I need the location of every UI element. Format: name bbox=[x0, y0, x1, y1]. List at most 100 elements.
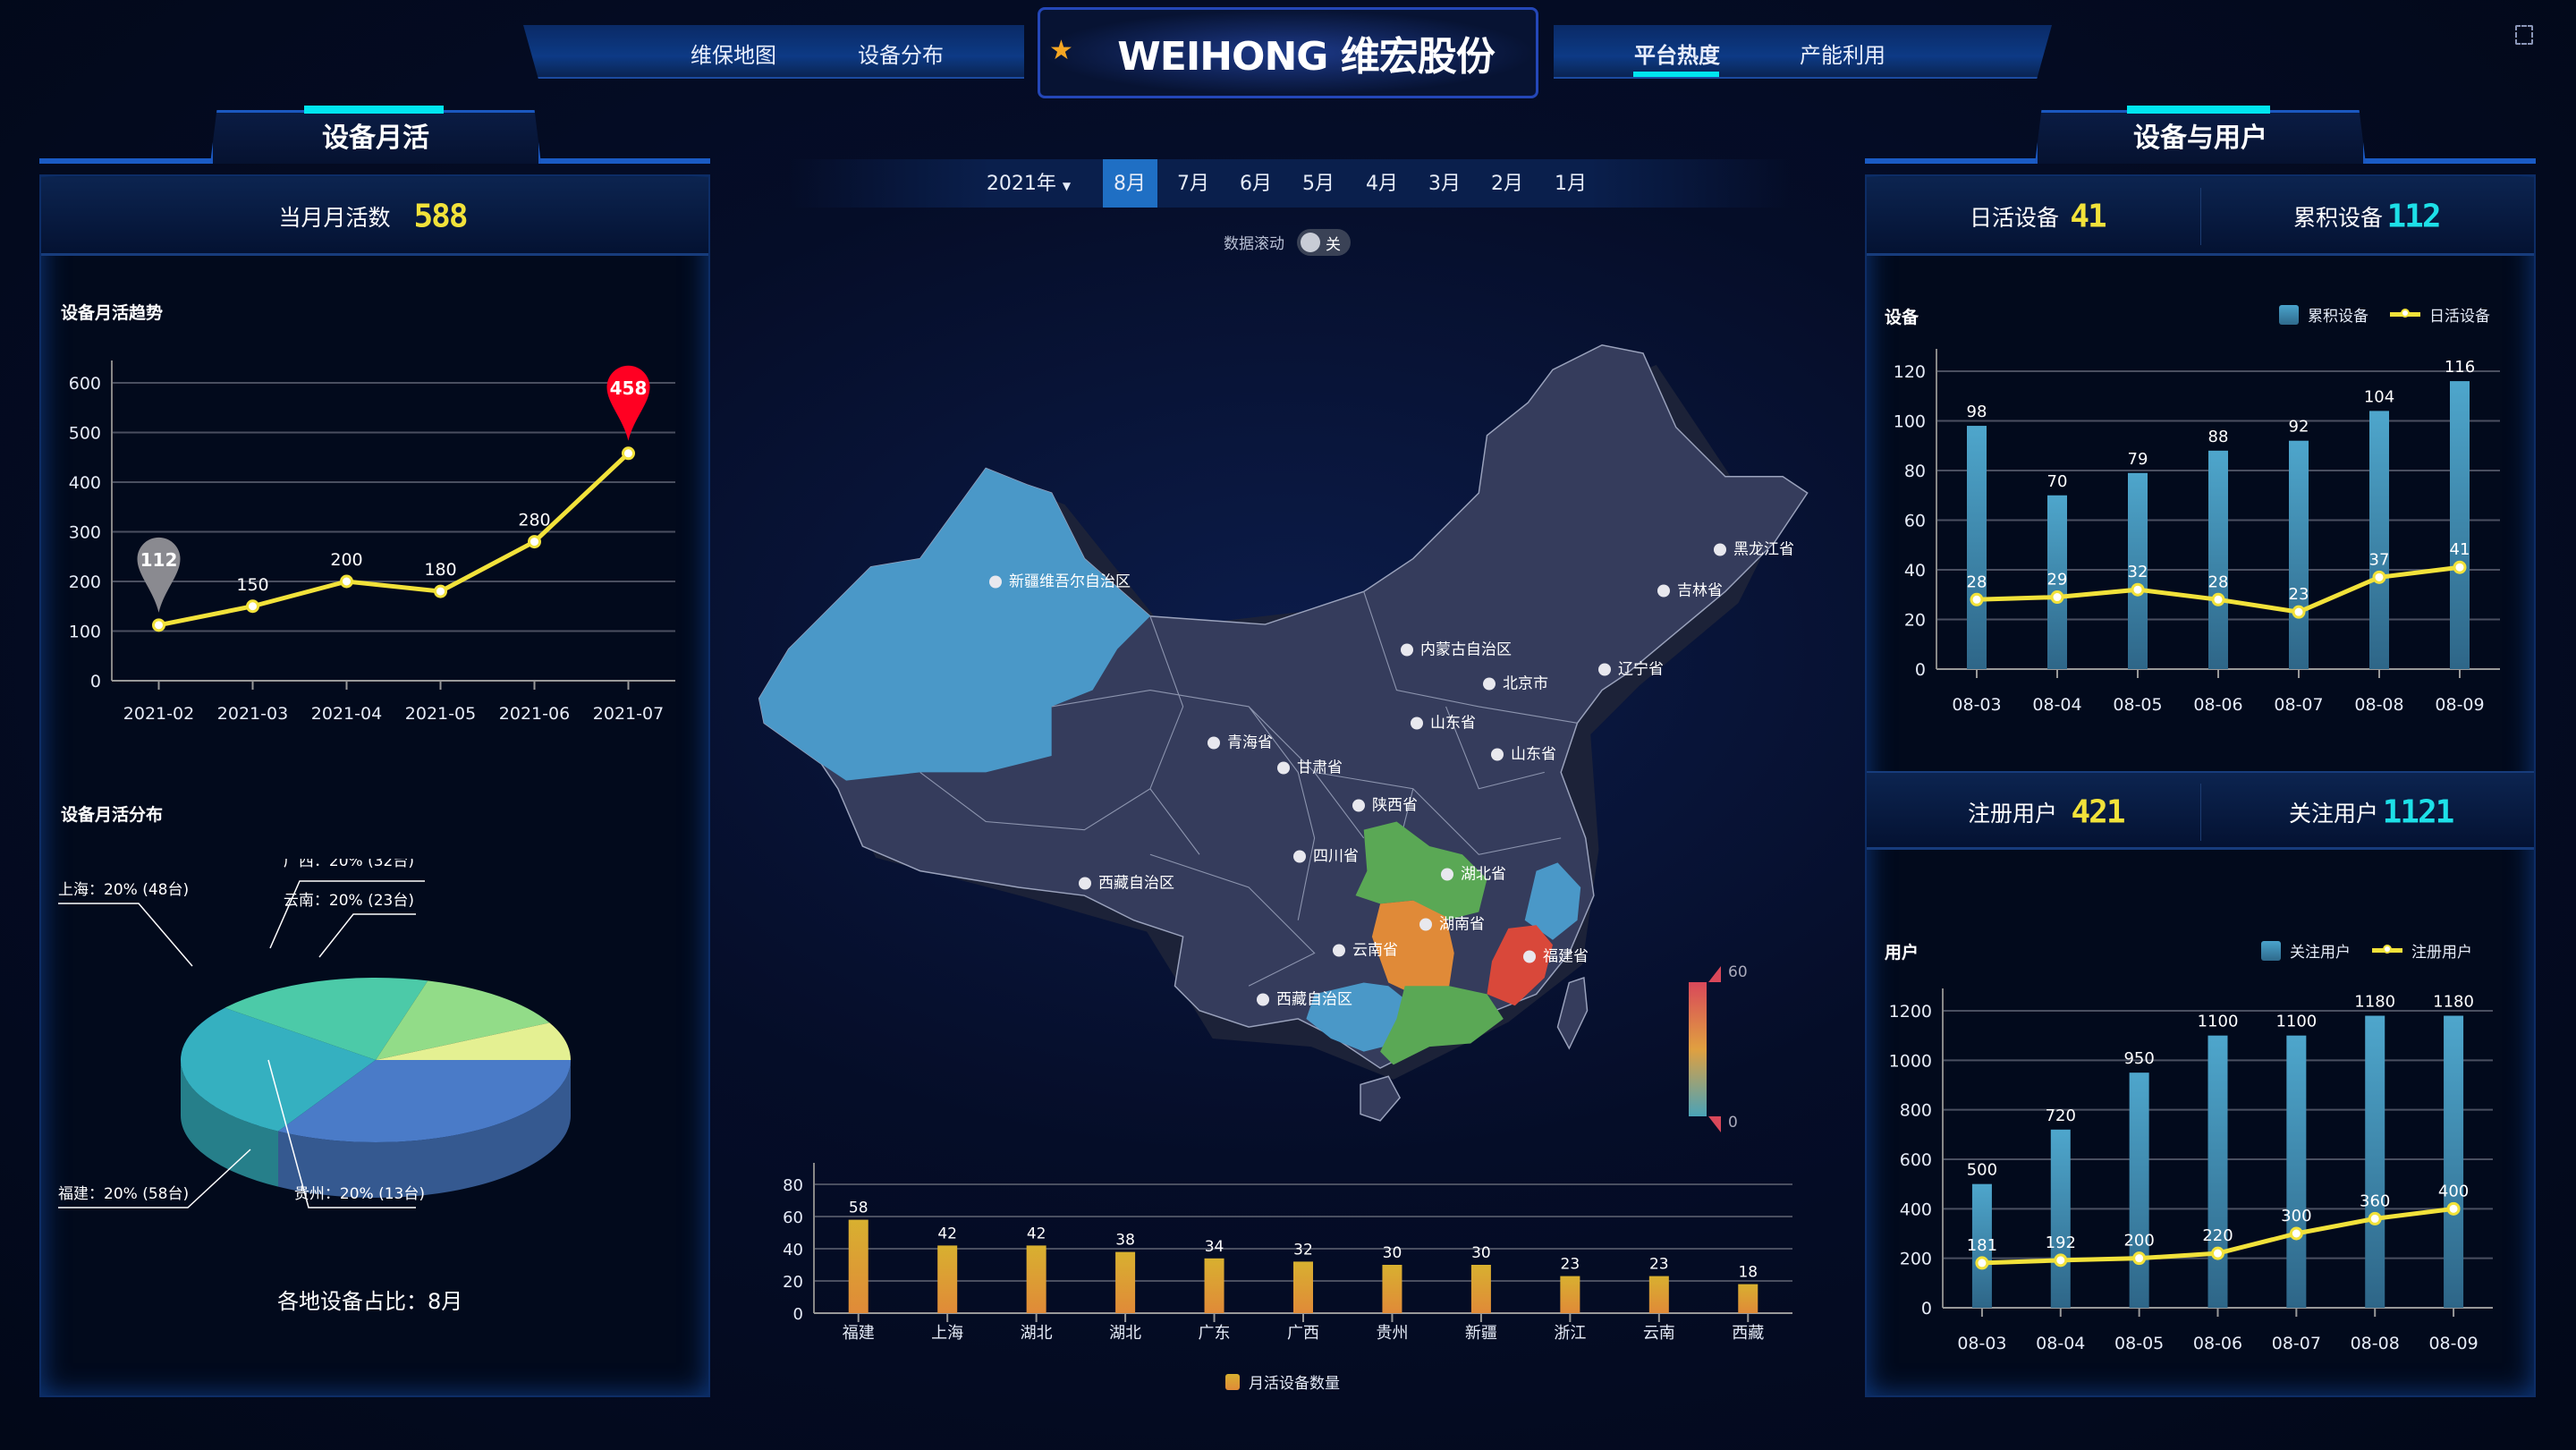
monthly-active-kpi: 当月月活数 588 bbox=[41, 177, 708, 256]
y-tick-label: 60 bbox=[783, 1208, 803, 1227]
devices-chart-title: 设备 bbox=[1885, 308, 1919, 327]
x-tick-label: 08-07 bbox=[2272, 1334, 2321, 1351]
map-label[interactable]: 甘肃省 bbox=[1277, 755, 1343, 777]
map-label[interactable]: 山东省 bbox=[1491, 742, 1556, 764]
devices-legend: 累积设备 日活设备 bbox=[2279, 303, 2490, 326]
y-tick-label: 100 bbox=[69, 623, 101, 642]
visual-map-bar[interactable] bbox=[1689, 982, 1707, 1116]
pie-label: 上海：20% (48台) bbox=[58, 881, 189, 899]
visual-map-max-handle[interactable] bbox=[1708, 966, 1721, 982]
year-select[interactable]: 2021年 ▼ bbox=[987, 161, 1071, 208]
right-title-accent bbox=[2127, 106, 2270, 114]
china-map[interactable] bbox=[751, 331, 1825, 1136]
bar bbox=[1648, 1276, 1669, 1313]
bar-label: 58 bbox=[849, 1200, 869, 1217]
map-label[interactable]: 西藏自治区 bbox=[1079, 870, 1174, 893]
region-hainan bbox=[1360, 1075, 1402, 1122]
bar-label: 104 bbox=[2364, 387, 2394, 406]
province-legend: 月活设备数量 bbox=[1225, 1370, 1340, 1393]
nav-tab-device-distribution[interactable]: 设备分布 bbox=[858, 43, 944, 68]
y-tick-label: 80 bbox=[783, 1176, 803, 1195]
series-point bbox=[2368, 1211, 2382, 1225]
pie-label-line bbox=[269, 880, 425, 949]
x-tick-label: 西藏 bbox=[1732, 1324, 1764, 1343]
right-panel-title: 设备与用户 bbox=[2035, 110, 2366, 164]
nav-tab-capacity-use[interactable]: 产能利用 bbox=[1800, 43, 1885, 68]
month-tab[interactable]: 4月 bbox=[1366, 173, 1398, 195]
trend-line bbox=[158, 451, 631, 628]
y-tick-label: 600 bbox=[1900, 1150, 1932, 1170]
bar-label: 1180 bbox=[2433, 993, 2474, 1012]
map-label[interactable]: 云南省 bbox=[1333, 937, 1398, 960]
visual-map-min-handle[interactable] bbox=[1708, 1116, 1721, 1132]
month-tab[interactable]: 3月 bbox=[1428, 173, 1461, 195]
month-tab[interactable]: 6月 bbox=[1240, 173, 1272, 195]
bar-label: 720 bbox=[2046, 1107, 2076, 1125]
bar bbox=[1560, 1276, 1580, 1313]
series-point bbox=[2050, 590, 2064, 605]
caret-down-icon: ▼ bbox=[1062, 180, 1072, 192]
month-tab[interactable]: 5月 bbox=[1302, 173, 1335, 195]
nav-tab-maintenance-map[interactable]: 维保地图 bbox=[691, 43, 776, 68]
legend-line-label: 日活设备 bbox=[2429, 308, 2490, 326]
toggle-state: 关 bbox=[1326, 236, 1341, 254]
followers-label: 关注用户 bbox=[2288, 801, 2379, 827]
x-tick-label: 08-05 bbox=[2113, 695, 2162, 715]
y-tick-label: 100 bbox=[1894, 412, 1926, 432]
map-label[interactable]: 陕西省 bbox=[1352, 793, 1418, 815]
map-label[interactable]: 吉林省 bbox=[1657, 578, 1723, 600]
pie-label-line bbox=[267, 1059, 416, 1208]
x-tick-label: 浙江 bbox=[1554, 1324, 1586, 1343]
map-label[interactable]: 青海省 bbox=[1208, 730, 1273, 752]
month-tab[interactable]: 7月 bbox=[1177, 173, 1209, 195]
users-chart-title: 用户 bbox=[1885, 943, 1919, 962]
pie-label-line bbox=[318, 913, 416, 958]
fullscreen-icon[interactable] bbox=[2515, 25, 2533, 45]
map-label[interactable]: 湖南省 bbox=[1419, 912, 1485, 934]
year-value: 2021年 bbox=[986, 173, 1056, 195]
y-tick-label: 500 bbox=[69, 424, 101, 444]
map-label[interactable]: 新疆维吾尔自治区 bbox=[989, 569, 1131, 591]
series-point bbox=[2446, 1201, 2461, 1216]
y-tick-label: 120 bbox=[1894, 362, 1926, 382]
map-label[interactable]: 山东省 bbox=[1411, 710, 1476, 733]
x-tick-label: 上海 bbox=[931, 1324, 963, 1343]
pie-label-line bbox=[58, 1149, 251, 1208]
region-hubei bbox=[1355, 821, 1487, 920]
map-label[interactable]: 北京市 bbox=[1483, 671, 1548, 693]
y-tick-label: 800 bbox=[1900, 1101, 1932, 1121]
nav-tab-platform-heat[interactable]: 平台热度 bbox=[1634, 43, 1720, 68]
map-label[interactable]: 辽宁省 bbox=[1598, 657, 1664, 679]
x-tick-label: 08-03 bbox=[1952, 695, 2001, 715]
y-tick-label: 1000 bbox=[1889, 1051, 1932, 1071]
series-point bbox=[2292, 605, 2306, 619]
bar bbox=[2207, 1035, 2228, 1308]
registered-users-label: 注册用户 bbox=[1967, 801, 2058, 827]
y-tick-label: 600 bbox=[69, 374, 101, 394]
map-label[interactable]: 内蒙古自治区 bbox=[1401, 637, 1512, 659]
y-tick-label: 60 bbox=[1904, 512, 1926, 531]
month-tab[interactable]: 2月 bbox=[1491, 173, 1523, 195]
bar bbox=[1293, 1261, 1313, 1313]
line-label: 28 bbox=[1967, 572, 1987, 591]
scroll-toggle[interactable]: 关 bbox=[1297, 229, 1351, 256]
map-label[interactable]: 四川省 bbox=[1293, 844, 1359, 866]
line-label: 23 bbox=[2289, 585, 2309, 604]
map-label[interactable]: 西藏自治区 bbox=[1257, 987, 1352, 1009]
map-label[interactable]: 黑龙江省 bbox=[1714, 537, 1794, 559]
x-tick-label: 广东 bbox=[1199, 1324, 1231, 1343]
x-tick-label: 08-04 bbox=[2036, 1334, 2085, 1351]
series-point bbox=[2054, 1253, 2068, 1268]
y-tick-label: 200 bbox=[1900, 1250, 1932, 1269]
map-label[interactable]: 福建省 bbox=[1523, 944, 1589, 966]
x-tick-label: 湖北 bbox=[1109, 1324, 1141, 1343]
month-tab[interactable]: 8月 bbox=[1114, 173, 1146, 195]
min-pin-label: 112 bbox=[140, 549, 178, 571]
map-label[interactable]: 湖北省 bbox=[1441, 861, 1506, 884]
visual-map-min: 0 bbox=[1728, 1114, 1738, 1132]
x-tick-label: 云南 bbox=[1643, 1324, 1675, 1343]
brand-logo: ★ WEIHONG 维宏股份 bbox=[1038, 7, 1538, 98]
month-tab[interactable]: 1月 bbox=[1555, 173, 1587, 195]
series-point bbox=[1970, 592, 1984, 606]
trend-point bbox=[434, 584, 447, 598]
